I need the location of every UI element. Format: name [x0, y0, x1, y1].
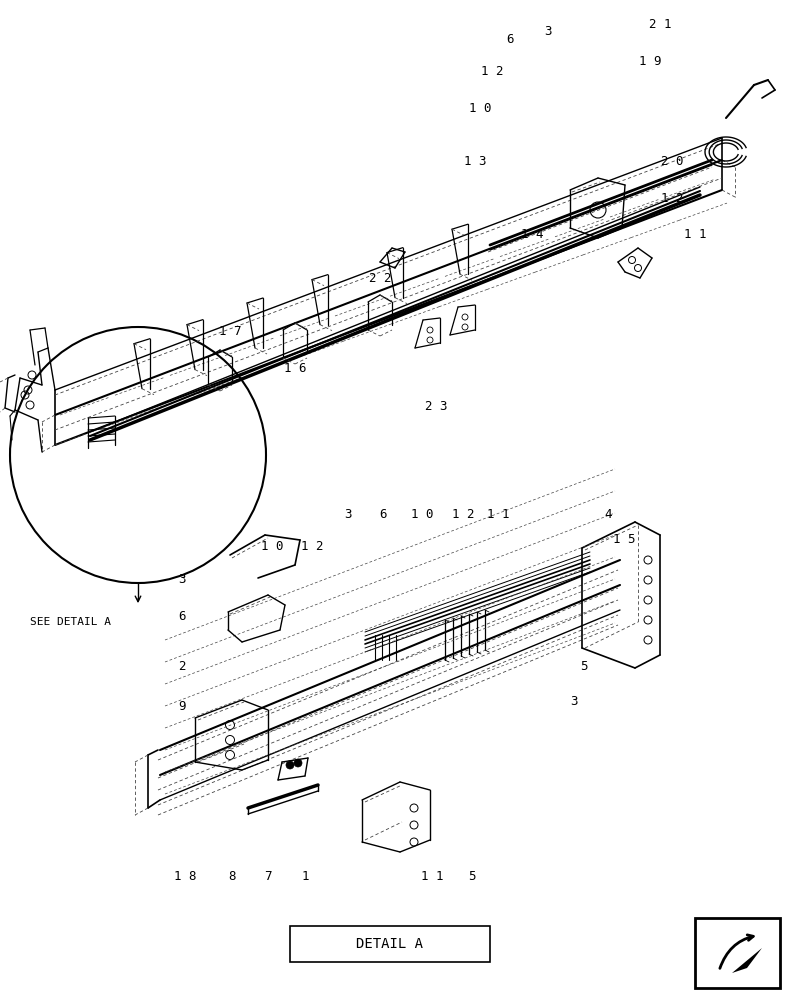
Text: 3: 3 [178, 573, 186, 586]
Text: 6: 6 [178, 610, 186, 623]
Text: 7: 7 [264, 870, 272, 883]
Text: 2 0: 2 0 [660, 155, 682, 168]
Text: 6: 6 [505, 33, 513, 46]
Polygon shape [731, 948, 761, 973]
Text: 5: 5 [468, 870, 475, 883]
Text: DETAIL A: DETAIL A [356, 937, 423, 951]
Text: 3: 3 [569, 695, 577, 708]
Text: 1 2: 1 2 [660, 192, 682, 205]
Text: 1 2: 1 2 [451, 508, 474, 521]
Text: SEE DETAIL A: SEE DETAIL A [30, 617, 111, 627]
Text: 8: 8 [228, 870, 235, 883]
Text: 1 5: 1 5 [612, 533, 634, 546]
Text: 1 1: 1 1 [683, 228, 706, 241]
Bar [694, 918, 779, 988]
Text: 3: 3 [543, 25, 551, 38]
Text: 1: 1 [301, 870, 308, 883]
Text: 1 2: 1 2 [300, 540, 323, 553]
Text: 1 3: 1 3 [463, 155, 486, 168]
Circle shape [285, 761, 294, 769]
Text: 1 0: 1 0 [410, 508, 433, 521]
Text: 6: 6 [379, 508, 386, 521]
Text: 1 1: 1 1 [420, 870, 443, 883]
Text: 1 7: 1 7 [218, 325, 241, 338]
Text: 1 8: 1 8 [174, 870, 196, 883]
Text: 1 0: 1 0 [260, 540, 283, 553]
Text: 1 0: 1 0 [468, 102, 491, 115]
Text: 2 2: 2 2 [368, 272, 391, 285]
Text: 2: 2 [178, 660, 186, 673]
Text: 1 1: 1 1 [486, 508, 508, 521]
Text: 2 1: 2 1 [648, 18, 671, 31]
Text: 4: 4 [603, 508, 611, 521]
Text: 1 2: 1 2 [480, 65, 503, 78]
Bar [290, 926, 489, 962]
Circle shape [294, 759, 302, 767]
Text: 2 3: 2 3 [424, 400, 447, 413]
Text: 9: 9 [178, 700, 186, 713]
Text: 3: 3 [344, 508, 351, 521]
Text: 1 6: 1 6 [283, 362, 306, 375]
Text: 1 9: 1 9 [638, 55, 660, 68]
Text: 5: 5 [580, 660, 587, 673]
Text: 1 4: 1 4 [520, 228, 543, 241]
